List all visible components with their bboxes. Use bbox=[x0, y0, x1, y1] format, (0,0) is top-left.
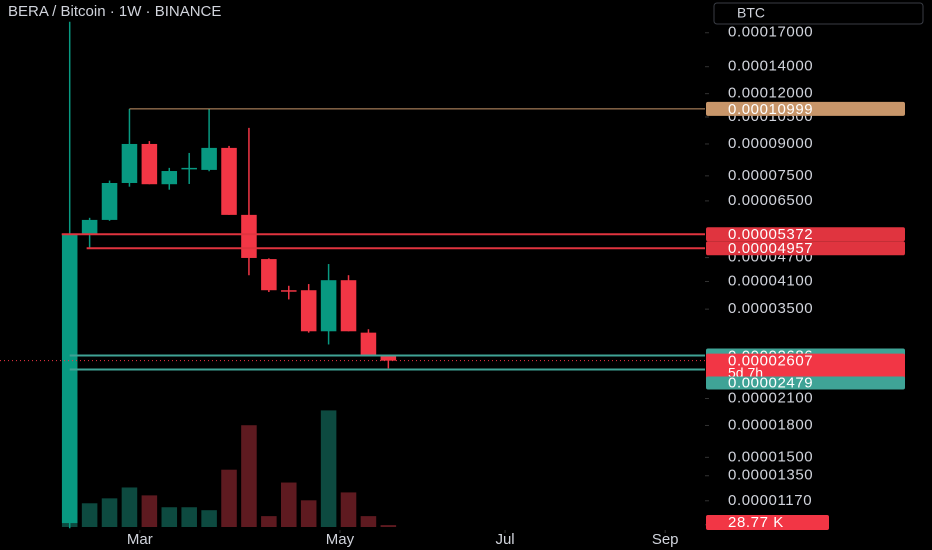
x-tick-label: Mar bbox=[127, 531, 153, 548]
volume-bar bbox=[161, 507, 178, 527]
volume-bar bbox=[81, 503, 98, 527]
volume-label-box bbox=[706, 515, 829, 530]
volume-bar bbox=[300, 500, 317, 527]
volume-bar bbox=[320, 410, 337, 527]
candle-body bbox=[201, 147, 217, 170]
level-label-box bbox=[706, 101, 905, 116]
candle-body bbox=[340, 280, 357, 332]
level-label: 0.00004957 bbox=[728, 240, 813, 257]
volume-bar bbox=[121, 487, 138, 527]
volume-bar bbox=[380, 525, 397, 527]
y-tick-label: 0.00001350 bbox=[728, 467, 813, 484]
chart-title: BERA / Bitcoin · 1W · BINANCE bbox=[8, 3, 221, 20]
volume-bar bbox=[281, 482, 297, 527]
currency-button-label[interactable]: BTC bbox=[737, 5, 765, 21]
volume-bar bbox=[101, 498, 118, 527]
y-tick-label: 0.00001500 bbox=[728, 448, 813, 465]
y-tick-label: 0.00017000 bbox=[728, 24, 813, 41]
current-price-label: 0.00002607 bbox=[728, 353, 813, 370]
candle-body bbox=[221, 147, 237, 215]
x-tick-label: Sep bbox=[652, 531, 679, 548]
countdown-label: 5d 7h bbox=[728, 364, 763, 380]
currency-button[interactable] bbox=[713, 2, 924, 25]
y-tick-label: 0.00002100 bbox=[728, 389, 813, 406]
y-tick-label: 0.00006500 bbox=[728, 192, 813, 209]
candle-body bbox=[161, 171, 178, 185]
level-label: 0.00010999 bbox=[728, 101, 813, 118]
y-tick-label: 0.00012000 bbox=[728, 85, 813, 102]
candle-body bbox=[121, 143, 138, 183]
candle-body bbox=[61, 234, 78, 524]
plot: 0.000170000.000140000.000120000.00010500… bbox=[0, 21, 905, 548]
candle-body bbox=[101, 182, 118, 220]
volume-label: 28.77 K bbox=[728, 514, 784, 531]
candle-body bbox=[141, 143, 158, 185]
level-label: 0.00002479 bbox=[728, 374, 813, 391]
x-tick-label: Jul bbox=[495, 531, 514, 548]
y-tick-label: 0.00001170 bbox=[728, 492, 812, 509]
x-tick-label: May bbox=[326, 531, 355, 548]
candle-body bbox=[261, 259, 277, 291]
level-label-box bbox=[706, 227, 905, 242]
y-tick-label: 0.00007500 bbox=[728, 167, 813, 184]
volume-bar bbox=[360, 516, 377, 527]
candle-body bbox=[181, 167, 197, 170]
y-tick-label: 0.00014000 bbox=[728, 58, 813, 75]
volume-bar bbox=[201, 510, 217, 527]
volume-bar bbox=[181, 507, 197, 527]
candle-body bbox=[380, 355, 397, 361]
y-tick-label: 0.00003500 bbox=[728, 300, 813, 317]
candle-body bbox=[360, 332, 377, 356]
candle-body bbox=[81, 219, 98, 235]
volume-bar bbox=[241, 425, 257, 527]
candle-body bbox=[241, 214, 257, 258]
level-label-box bbox=[706, 241, 905, 256]
volume-bar bbox=[340, 492, 357, 527]
y-tick-label: 0.00009000 bbox=[728, 135, 813, 152]
volume-bar bbox=[261, 516, 277, 527]
volume-bar bbox=[221, 469, 237, 527]
y-tick-label: 0.00004100 bbox=[728, 272, 813, 289]
level-label-box bbox=[706, 376, 905, 390]
current-price-box bbox=[706, 353, 905, 380]
y-tick-label: 0.00001800 bbox=[728, 416, 813, 433]
candle-body bbox=[320, 280, 337, 332]
volume-bar bbox=[141, 495, 158, 527]
candle-body bbox=[281, 290, 297, 292]
candle-body bbox=[300, 290, 317, 332]
level-label: 0.00005372 bbox=[728, 226, 813, 243]
